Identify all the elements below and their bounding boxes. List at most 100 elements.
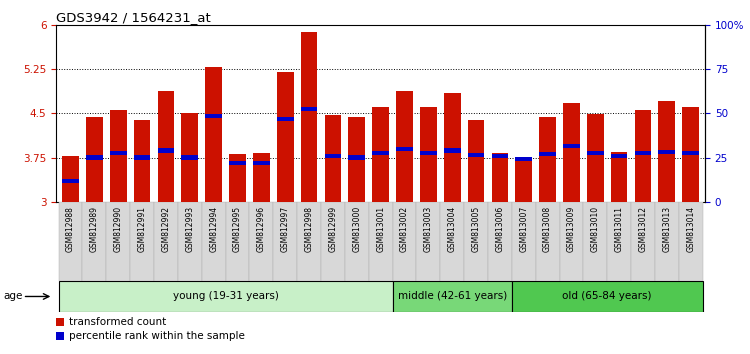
Bar <box>563 144 580 148</box>
Text: old (65-84 years): old (65-84 years) <box>562 291 652 302</box>
Text: GSM812995: GSM812995 <box>233 206 242 252</box>
Text: GSM813005: GSM813005 <box>472 206 481 252</box>
FancyBboxPatch shape <box>512 202 536 281</box>
Bar <box>491 153 508 202</box>
Text: GSM813011: GSM813011 <box>615 206 624 252</box>
FancyBboxPatch shape <box>345 202 369 281</box>
Bar <box>253 153 270 202</box>
Bar <box>610 154 628 159</box>
Bar <box>182 155 198 160</box>
Bar <box>134 120 151 202</box>
Bar <box>682 152 699 155</box>
Bar <box>301 107 317 111</box>
Bar <box>230 154 246 202</box>
Bar <box>86 155 103 160</box>
FancyBboxPatch shape <box>82 202 106 281</box>
Bar <box>610 152 628 202</box>
Text: percentile rank within the sample: percentile rank within the sample <box>68 331 244 341</box>
Bar <box>658 102 675 202</box>
Text: GSM813013: GSM813013 <box>662 206 671 252</box>
Bar <box>539 152 556 156</box>
FancyBboxPatch shape <box>392 202 416 281</box>
Text: GSM813009: GSM813009 <box>567 206 576 252</box>
Bar <box>158 91 174 202</box>
Text: transformed count: transformed count <box>68 317 166 327</box>
Text: GSM813002: GSM813002 <box>400 206 409 252</box>
Bar <box>110 110 127 202</box>
Text: GSM813000: GSM813000 <box>352 206 362 252</box>
Bar <box>349 155 365 160</box>
FancyBboxPatch shape <box>226 202 250 281</box>
Bar <box>372 107 389 202</box>
Bar <box>277 117 293 121</box>
Text: GSM812997: GSM812997 <box>280 206 290 252</box>
Text: GSM812991: GSM812991 <box>137 206 146 252</box>
Bar <box>253 161 270 166</box>
Bar <box>658 150 675 154</box>
Bar <box>634 110 651 202</box>
Text: GSM813004: GSM813004 <box>448 206 457 252</box>
FancyBboxPatch shape <box>416 202 440 281</box>
Bar <box>56 332 64 340</box>
Bar <box>206 114 222 118</box>
Text: GSM813001: GSM813001 <box>376 206 386 252</box>
Text: GSM812994: GSM812994 <box>209 206 218 252</box>
Text: GSM813012: GSM813012 <box>638 206 647 252</box>
Bar <box>515 157 532 161</box>
Text: age: age <box>4 291 23 302</box>
FancyBboxPatch shape <box>58 202 82 281</box>
FancyBboxPatch shape <box>178 202 202 281</box>
Bar <box>682 107 699 202</box>
Bar <box>420 107 436 202</box>
Text: GSM813010: GSM813010 <box>591 206 600 252</box>
Bar <box>277 72 293 202</box>
Bar <box>56 318 64 326</box>
Text: GSM812998: GSM812998 <box>304 206 313 252</box>
Text: GDS3942 / 1564231_at: GDS3942 / 1564231_at <box>56 11 211 24</box>
FancyBboxPatch shape <box>584 202 608 281</box>
FancyBboxPatch shape <box>488 202 512 281</box>
Bar <box>444 148 460 153</box>
Bar <box>491 154 508 159</box>
Text: GSM812993: GSM812993 <box>185 206 194 252</box>
Bar <box>230 161 246 166</box>
Bar <box>587 152 604 155</box>
FancyBboxPatch shape <box>297 202 321 281</box>
FancyBboxPatch shape <box>631 202 655 281</box>
Bar <box>349 117 365 202</box>
FancyBboxPatch shape <box>536 202 560 281</box>
Bar <box>325 154 341 159</box>
Text: young (19-31 years): young (19-31 years) <box>172 291 278 302</box>
FancyBboxPatch shape <box>512 281 703 312</box>
Text: GSM813008: GSM813008 <box>543 206 552 252</box>
Text: GSM812988: GSM812988 <box>66 206 75 252</box>
FancyBboxPatch shape <box>392 281 512 312</box>
FancyBboxPatch shape <box>369 202 392 281</box>
Bar <box>301 32 317 202</box>
Text: GSM813014: GSM813014 <box>686 206 695 252</box>
FancyBboxPatch shape <box>560 202 584 281</box>
Text: GSM813007: GSM813007 <box>519 206 528 252</box>
Bar <box>444 93 460 202</box>
Text: GSM812989: GSM812989 <box>90 206 99 252</box>
FancyBboxPatch shape <box>464 202 488 281</box>
Bar <box>110 151 127 155</box>
Bar <box>325 115 341 202</box>
FancyBboxPatch shape <box>440 202 464 281</box>
Text: GSM812999: GSM812999 <box>328 206 338 252</box>
FancyBboxPatch shape <box>655 202 679 281</box>
Bar <box>62 156 79 202</box>
Text: GSM812990: GSM812990 <box>114 206 123 252</box>
Text: GSM813003: GSM813003 <box>424 206 433 252</box>
Bar <box>515 159 532 202</box>
Text: GSM813006: GSM813006 <box>496 206 505 252</box>
Text: GSM812996: GSM812996 <box>256 206 265 252</box>
FancyBboxPatch shape <box>273 202 297 281</box>
Bar <box>563 103 580 202</box>
FancyBboxPatch shape <box>202 202 226 281</box>
Text: GSM812992: GSM812992 <box>161 206 170 252</box>
FancyBboxPatch shape <box>106 202 130 281</box>
Bar <box>372 152 389 155</box>
FancyBboxPatch shape <box>154 202 178 281</box>
Bar <box>206 67 222 202</box>
